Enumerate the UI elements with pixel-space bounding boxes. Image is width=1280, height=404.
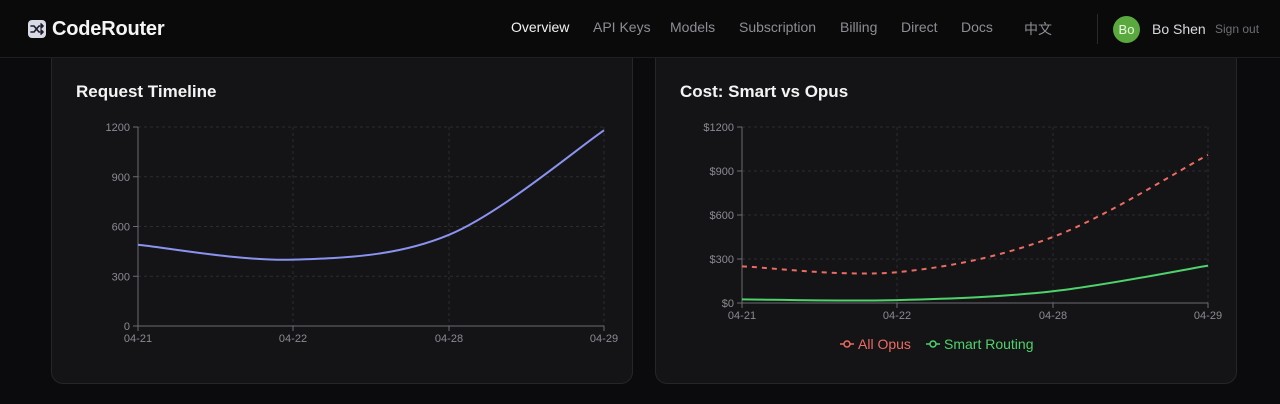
x-tick-label: 04-29 [590, 333, 618, 345]
cost-comparison-title: Cost: Smart vs Opus [680, 82, 849, 101]
legend-swatch-marker [929, 340, 937, 348]
nav-models[interactable]: Models [670, 19, 716, 35]
series-line-smart-routing [741, 264, 1209, 302]
y-tick-label: $1200 [703, 122, 734, 134]
shuffle-icon [28, 20, 46, 38]
x-tick-label: 04-22 [279, 333, 307, 345]
x-tick-label: 04-28 [1039, 310, 1067, 322]
nav-docs[interactable]: Docs [961, 19, 993, 35]
y-tick-label: 1200 [106, 122, 130, 134]
x-tick-label: 04-21 [728, 310, 756, 322]
top-navigation-bar: CodeRouter Overview API Keys Models Subs… [0, 0, 1280, 58]
request-timeline-chart: 0 300 600 900 1200 04-21 04-22 04-28 04-29 [106, 122, 619, 345]
x-tick-label: 04-22 [883, 310, 911, 322]
x-tick-label: 04-21 [124, 333, 152, 345]
request-timeline-card: Request Timeline 0 300 600 900 1200 04-21 04-2… [51, 58, 633, 384]
nav-billing[interactable]: Billing [840, 19, 878, 35]
y-tick-label: 0 [124, 321, 130, 333]
x-tick-label: 04-28 [435, 333, 463, 345]
series-line-all-opus [741, 153, 1209, 275]
brand-name: CodeRouter [52, 17, 165, 40]
legend-label: All Opus [858, 336, 911, 352]
x-tick-label: 04-29 [1194, 310, 1222, 322]
nav-subscription[interactable]: Subscription [739, 19, 817, 35]
legend-item: Smart Routing [926, 336, 1033, 352]
cost-comparison-chart: $0 $300 $600 $900 $1200 04-21 04-22 04-28 04-29 A… [703, 122, 1222, 352]
brand-logo[interactable]: CodeRouter [28, 17, 165, 41]
nav-language-toggle[interactable]: 中文 [1024, 21, 1052, 37]
legend-swatch-marker [843, 340, 851, 348]
avatar[interactable]: Bo [1113, 16, 1140, 43]
y-tick-label: 600 [112, 222, 130, 234]
chart-grid [133, 126, 605, 331]
legend-label: Smart Routing [944, 336, 1033, 352]
y-tick-label: $600 [710, 210, 734, 222]
y-tick-label: $900 [710, 166, 734, 178]
series-line-0 [137, 129, 605, 261]
nav-divider [1097, 14, 1098, 44]
sign-out-link[interactable]: Sign out [1215, 22, 1260, 36]
nav-overview[interactable]: Overview [511, 19, 570, 35]
legend-item: All Opus [840, 336, 911, 352]
request-timeline-title: Request Timeline [76, 82, 217, 101]
cost-comparison-card: Cost: Smart vs Opus $0 $300 $600 $900 $1200 0… [655, 58, 1237, 384]
main-nav: Overview API Keys Models Subscription Bi… [0, 19, 1280, 39]
chart-grid [737, 126, 1209, 308]
y-tick-label: $0 [722, 298, 734, 310]
y-tick-label: 900 [112, 172, 130, 184]
y-tick-label: $300 [710, 254, 734, 266]
nav-direct[interactable]: Direct [901, 19, 938, 35]
nav-api-keys[interactable]: API Keys [593, 19, 651, 35]
y-tick-label: 300 [112, 271, 130, 283]
user-name: Bo Shen [1152, 21, 1206, 37]
